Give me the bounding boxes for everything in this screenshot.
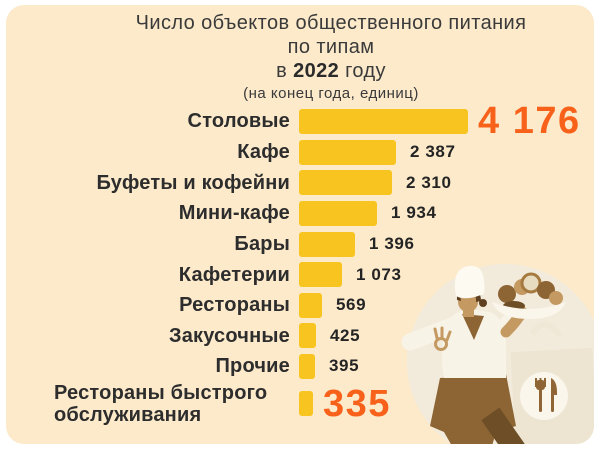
chef-hat [454,265,485,299]
ok-hand [433,326,452,351]
chart-title-line1: Число объектов общественного питания [135,12,527,34]
chart-row: Кафе 2 387 [6,137,594,168]
infographic-card: Число объектов общественного питания по … [6,5,594,444]
bar-chart: Столовые 4 176 Кафе 2 387 Буфеты и кофей… [6,100,594,426]
takeout-bag-icon [510,321,594,444]
bar [299,262,342,288]
chart-title-line2: по типам [287,36,375,58]
value-label: 569 [336,295,367,315]
chart-row: Мини-кафе 1 934 [6,198,594,229]
chart-title-line3: в 2022 году [70,59,592,83]
title-year-suffix: году [345,60,386,82]
value-label: 1 934 [391,203,437,223]
chart-row: Закусочные 425 [6,321,594,352]
category-label: Рестораны [179,294,290,317]
value-label: 335 [323,382,391,425]
category-label: Бары [234,233,290,256]
chart-row: Кафетерии 1 073 [6,259,594,290]
chart-row: Буфеты и кофейни 2 310 [6,168,594,199]
chart-subtitle: (на конец года, единиц) [243,85,419,102]
category-label: Закусочные [168,324,290,347]
value-label: 1 396 [369,234,415,254]
bar [299,200,377,226]
chart-row: Рестораны 569 [6,290,594,321]
chart-row: Прочие 395 [6,351,594,382]
title-block: Число объектов общественного питания по … [70,11,592,103]
chef-illustration [401,264,594,444]
category-label: Кафе [237,141,290,164]
value-label: 2 387 [410,142,456,162]
value-label: 4 176 [478,100,581,142]
bar [299,170,392,196]
bar [299,139,396,165]
salad-bowl-icon [492,272,566,319]
category-label: Мини-кафе [178,202,290,225]
bar [299,323,316,349]
cutlery-icon [535,378,557,412]
category-label: Столовые [187,110,290,132]
chart-row: Рестораны быстрого обслуживания 335 [6,382,594,426]
category-label: Буфеты и кофейни [96,171,290,194]
value-label: 395 [329,356,360,376]
chef-figure [401,265,566,444]
chart-row: Бары 1 396 [6,229,594,260]
bar [299,108,468,134]
chart-row: Столовые 4 176 [6,100,594,142]
bar [299,391,313,417]
bar [299,292,322,318]
category-label: Рестораны быстрого обслуживания [54,381,268,426]
value-label: 1 073 [356,264,402,284]
value-label: 2 310 [406,172,452,192]
title-year-prefix: в [276,60,288,82]
bar [299,231,355,257]
category-label: Кафетерии [178,263,290,286]
category-label: Прочие [215,355,290,378]
title-year: 2022 [293,60,340,82]
value-label: 425 [330,325,361,345]
bar [299,353,315,379]
